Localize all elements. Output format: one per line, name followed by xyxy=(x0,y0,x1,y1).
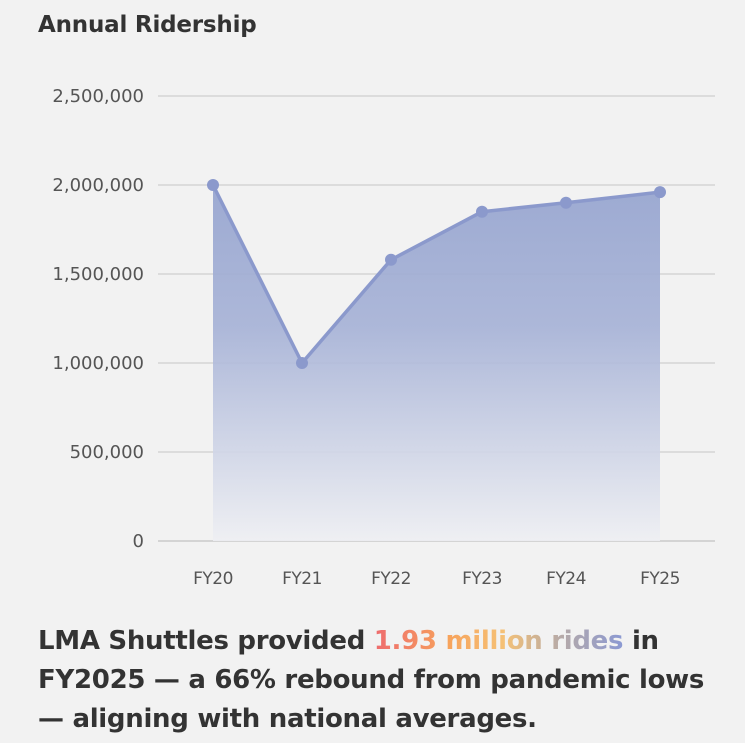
x-tick-label: FY23 xyxy=(462,569,502,589)
area-fill xyxy=(213,185,660,541)
y-tick-label: 1,500,000 xyxy=(52,264,144,285)
data-line xyxy=(211,184,661,365)
x-tick-label: FY22 xyxy=(371,569,411,589)
data-point-fy25[interactable] xyxy=(654,186,666,199)
data-point-fy23[interactable] xyxy=(476,205,488,218)
area-path xyxy=(213,185,660,541)
data-point-fy21[interactable] xyxy=(296,357,308,369)
caption-prefix: LMA Shuttles provided xyxy=(38,626,374,656)
caption-highlight: 1.93 million rides xyxy=(373,626,624,656)
ridership-chart: 0 500,000 1,000,000 1,500,000 2,000,000 2,500… xyxy=(52,86,715,589)
x-tick-label: FY21 xyxy=(282,569,322,589)
line-path xyxy=(211,184,661,365)
x-tick-label: FY24 xyxy=(546,569,586,589)
x-tick-label: FY20 xyxy=(193,569,233,589)
x-axis: FY20 FY21 FY22 FY23 FY24 FY25 xyxy=(193,569,680,589)
data-point-fy24[interactable] xyxy=(560,196,572,209)
y-tick-label: 2,500,000 xyxy=(52,86,144,107)
data-point-fy22[interactable] xyxy=(385,253,397,266)
y-tick-label: 1,000,000 xyxy=(52,353,144,374)
chart-title: Annual Ridership xyxy=(38,12,257,38)
data-points xyxy=(207,179,666,369)
caption-suffix: in FY2025 — a 66% rebound from pandemic … xyxy=(38,626,705,734)
y-tick-label: 500,000 xyxy=(70,442,144,463)
x-tick-label: FY25 xyxy=(640,569,680,589)
y-tick-label: 2,000,000 xyxy=(52,175,144,196)
data-point-fy20[interactable] xyxy=(207,179,219,191)
y-axis: 0 500,000 1,000,000 1,500,000 2,000,000 2,500… xyxy=(52,86,144,552)
caption: LMA Shuttles provided 1.93 million rides… xyxy=(38,622,728,739)
y-tick-label: 0 xyxy=(133,531,144,552)
